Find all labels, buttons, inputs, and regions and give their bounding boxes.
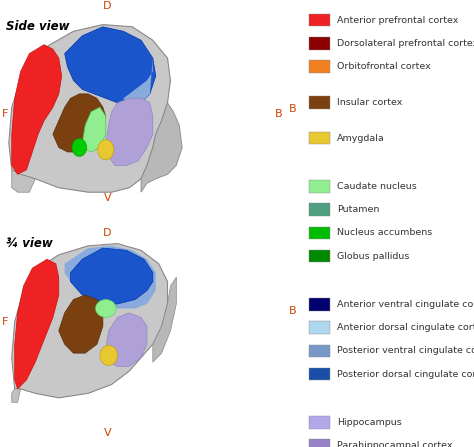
Polygon shape — [153, 277, 176, 362]
Polygon shape — [64, 246, 156, 308]
Text: Hippocampus: Hippocampus — [337, 418, 402, 427]
Polygon shape — [59, 295, 103, 353]
Polygon shape — [15, 259, 59, 389]
Text: F: F — [1, 109, 8, 119]
Text: D: D — [103, 1, 111, 11]
Polygon shape — [123, 58, 153, 107]
FancyBboxPatch shape — [309, 180, 330, 193]
FancyBboxPatch shape — [309, 368, 330, 380]
Ellipse shape — [100, 345, 118, 366]
Ellipse shape — [95, 299, 116, 317]
FancyBboxPatch shape — [309, 321, 330, 334]
Polygon shape — [64, 27, 156, 107]
Text: Anterior ventral cingulate cortex: Anterior ventral cingulate cortex — [337, 300, 474, 309]
Text: Side view: Side view — [6, 20, 69, 33]
Ellipse shape — [98, 139, 114, 160]
Text: D: D — [103, 228, 111, 238]
FancyBboxPatch shape — [309, 345, 330, 357]
Polygon shape — [106, 98, 153, 165]
Polygon shape — [82, 107, 106, 152]
FancyBboxPatch shape — [309, 60, 330, 73]
Polygon shape — [71, 248, 153, 304]
Text: Nucleus accumbens: Nucleus accumbens — [337, 228, 433, 237]
Polygon shape — [9, 25, 171, 192]
Text: Putamen: Putamen — [337, 205, 380, 214]
Polygon shape — [141, 103, 182, 192]
Text: Caudate nucleus: Caudate nucleus — [337, 182, 417, 191]
Text: Anterior dorsal cingulate cortex: Anterior dorsal cingulate cortex — [337, 323, 474, 332]
Text: B: B — [289, 104, 296, 114]
FancyBboxPatch shape — [309, 132, 330, 144]
Text: F: F — [1, 317, 8, 327]
FancyBboxPatch shape — [309, 416, 330, 429]
Polygon shape — [12, 45, 62, 174]
Polygon shape — [53, 94, 106, 152]
FancyBboxPatch shape — [309, 96, 330, 109]
Polygon shape — [12, 389, 20, 402]
Ellipse shape — [72, 139, 87, 156]
Polygon shape — [12, 170, 35, 192]
Text: B: B — [274, 109, 282, 119]
FancyBboxPatch shape — [309, 250, 330, 262]
Text: V: V — [103, 194, 111, 203]
Polygon shape — [106, 313, 147, 367]
Text: Dorsolateral prefrontal cortex: Dorsolateral prefrontal cortex — [337, 39, 474, 48]
Polygon shape — [12, 244, 167, 398]
Text: ¾ view: ¾ view — [6, 237, 53, 250]
Text: Orbitofrontal cortex: Orbitofrontal cortex — [337, 62, 431, 71]
Text: Parahippocampal cortex: Parahippocampal cortex — [337, 441, 453, 447]
Text: Globus pallidus: Globus pallidus — [337, 252, 410, 261]
FancyBboxPatch shape — [309, 203, 330, 216]
Text: Amygdala: Amygdala — [337, 134, 385, 143]
FancyBboxPatch shape — [309, 14, 330, 26]
Text: Anterior prefrontal cortex: Anterior prefrontal cortex — [337, 16, 459, 25]
Text: Insular cortex: Insular cortex — [337, 98, 403, 107]
Text: Posterior dorsal cingulate cortex: Posterior dorsal cingulate cortex — [337, 370, 474, 379]
FancyBboxPatch shape — [309, 298, 330, 311]
FancyBboxPatch shape — [309, 439, 330, 447]
FancyBboxPatch shape — [309, 227, 330, 239]
Text: Posterior ventral cingulate cortex: Posterior ventral cingulate cortex — [337, 346, 474, 355]
FancyBboxPatch shape — [309, 37, 330, 50]
Text: B: B — [289, 306, 296, 316]
Text: V: V — [103, 428, 111, 438]
